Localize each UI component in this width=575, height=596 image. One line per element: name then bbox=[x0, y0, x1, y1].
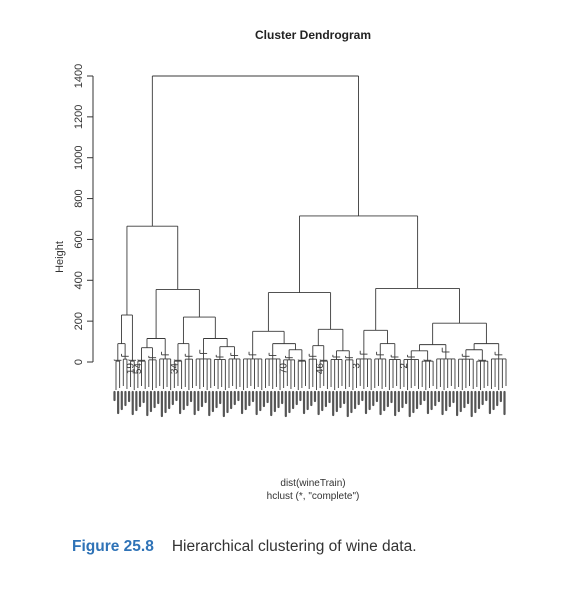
y-axis: 0 200 400 600 800 1000 1200 1400 bbox=[73, 64, 94, 365]
leaf-label: 46 bbox=[315, 363, 326, 375]
y-tick-label: 1000 bbox=[73, 145, 85, 169]
y-tick-label: 600 bbox=[73, 230, 85, 248]
y-tick-label: 200 bbox=[73, 312, 85, 330]
leaf-label: 19 bbox=[126, 363, 137, 375]
leaf-label: 54 bbox=[133, 363, 144, 375]
figure-label: Figure 25.8 bbox=[72, 538, 154, 555]
x-axis-sublabel: hclust (*, "complete") bbox=[267, 491, 360, 502]
y-tick-label: 1400 bbox=[73, 64, 85, 88]
chart-title: Cluster Dendrogram bbox=[255, 28, 371, 42]
y-tick-label: 800 bbox=[73, 189, 85, 207]
dendrogram-tree bbox=[113, 75, 507, 390]
leaf-label: 3 bbox=[352, 363, 363, 369]
y-tick-label: 1200 bbox=[73, 105, 85, 129]
leaf-label: 2 bbox=[399, 363, 410, 369]
figure-caption-text: Hierarchical clustering of wine data. bbox=[171, 538, 417, 555]
leaf-label: 34 bbox=[169, 363, 180, 375]
figure-caption: Figure 25.8 Hierarchical clustering of wi… bbox=[72, 538, 417, 556]
leaf-label: 70 bbox=[279, 363, 290, 375]
y-tick-label: 400 bbox=[73, 271, 85, 289]
x-axis-label: dist(wineTrain) bbox=[280, 478, 345, 489]
y-tick-label: 0 bbox=[73, 359, 85, 365]
dendrogram-chart: Cluster Dendrogram Height 0 200 400 600 800 1… bbox=[54, 28, 507, 502]
y-axis-label: Height bbox=[54, 241, 66, 273]
